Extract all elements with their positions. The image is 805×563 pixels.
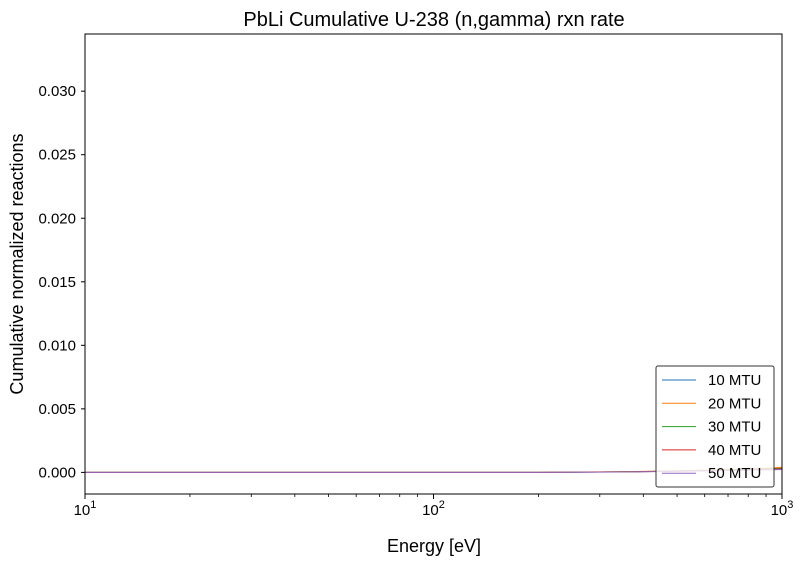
y-tick-label: 0.030 xyxy=(38,83,76,100)
x-tick-label-base: 10 xyxy=(74,502,91,519)
x-axis: 101 102 103 xyxy=(74,494,794,519)
y-tick-label: 0.020 xyxy=(38,210,76,227)
x-tick-label-exponent: 1 xyxy=(90,499,96,511)
legend-label: 10 MTU xyxy=(708,372,761,389)
y-tick-label: 0.010 xyxy=(38,337,76,354)
y-axis: 0.000 0.005 0.010 0.015 0.020 0.025 0.030 xyxy=(38,83,85,481)
y-tick-label: 0.015 xyxy=(38,274,76,291)
y-tick-label: 0.000 xyxy=(38,464,76,481)
legend-label: 40 MTU xyxy=(708,442,761,459)
legend: 10 MTU 20 MTU 30 MTU 40 MTU 50 MTU xyxy=(655,365,775,488)
legend-label: 30 MTU xyxy=(708,419,761,436)
x-tick-label-base: 10 xyxy=(771,502,788,519)
plot-area xyxy=(84,33,783,495)
chart-title: PbLi Cumulative U-238 (n,gamma) rxn rate xyxy=(243,9,624,31)
y-axis-label: Cumulative normalized reactions xyxy=(7,133,27,394)
x-tick-label-exponent: 2 xyxy=(439,499,445,511)
x-tick-label-base: 10 xyxy=(422,502,439,519)
y-tick-label: 0.005 xyxy=(38,401,76,418)
x-tick-label-exponent: 3 xyxy=(787,499,793,511)
y-tick-label: 0.025 xyxy=(38,147,76,164)
x-tick-label: 101 xyxy=(74,499,97,519)
x-tick-label: 103 xyxy=(771,499,794,519)
legend-box xyxy=(655,365,775,488)
x-axis-label: Energy [eV] xyxy=(387,536,481,556)
legend-label: 50 MTU xyxy=(708,465,761,482)
legend-label: 20 MTU xyxy=(708,395,761,412)
x-tick-label: 102 xyxy=(422,499,445,519)
